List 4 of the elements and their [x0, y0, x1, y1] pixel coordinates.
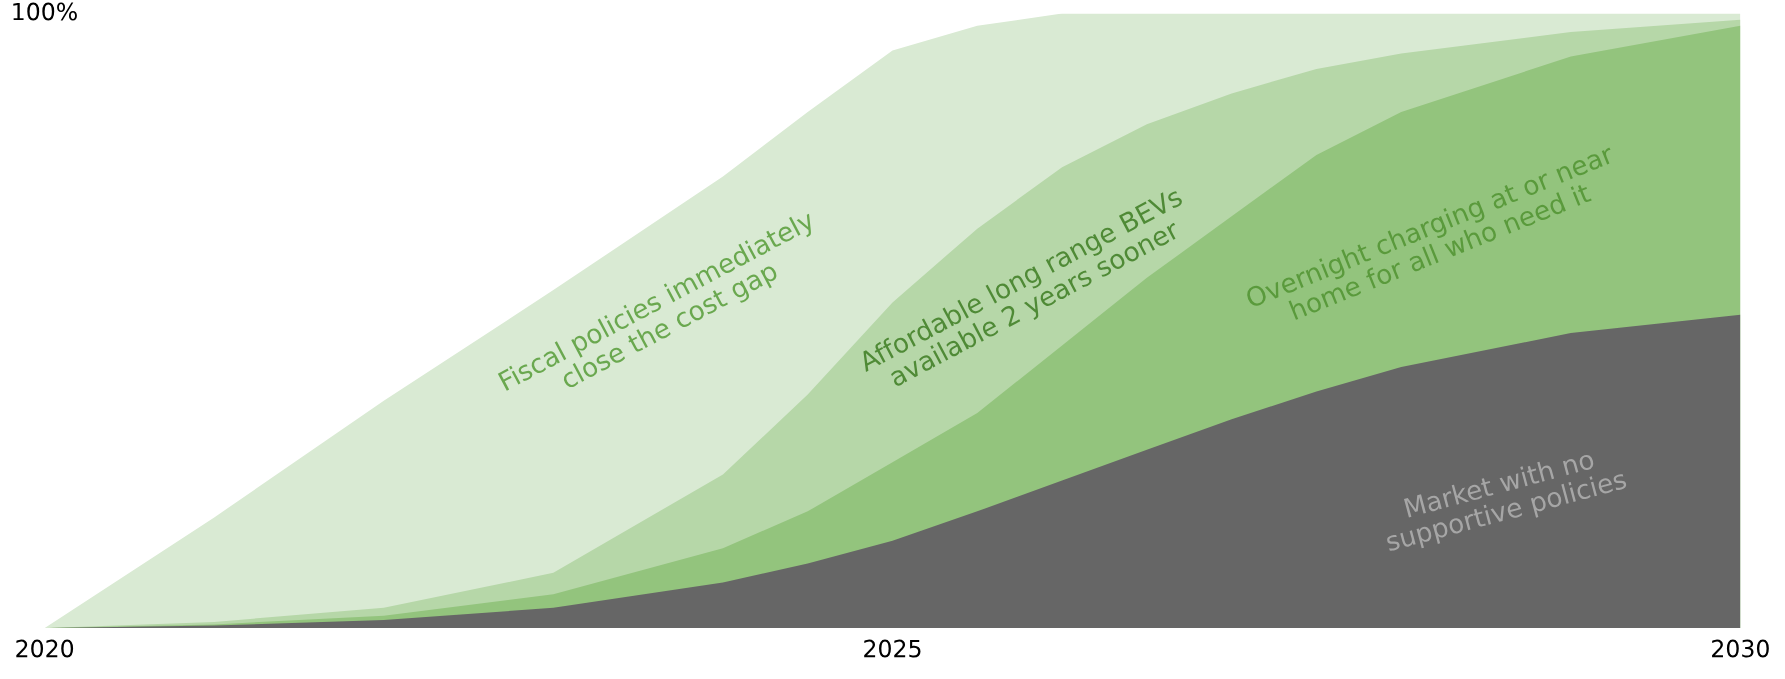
x-tick-label: 2030 [1712, 639, 1769, 658]
x-tick-label: 2025 [864, 639, 921, 658]
x-tick-label: 2020 [16, 639, 74, 658]
annotation: 100% [13, 2, 77, 21]
